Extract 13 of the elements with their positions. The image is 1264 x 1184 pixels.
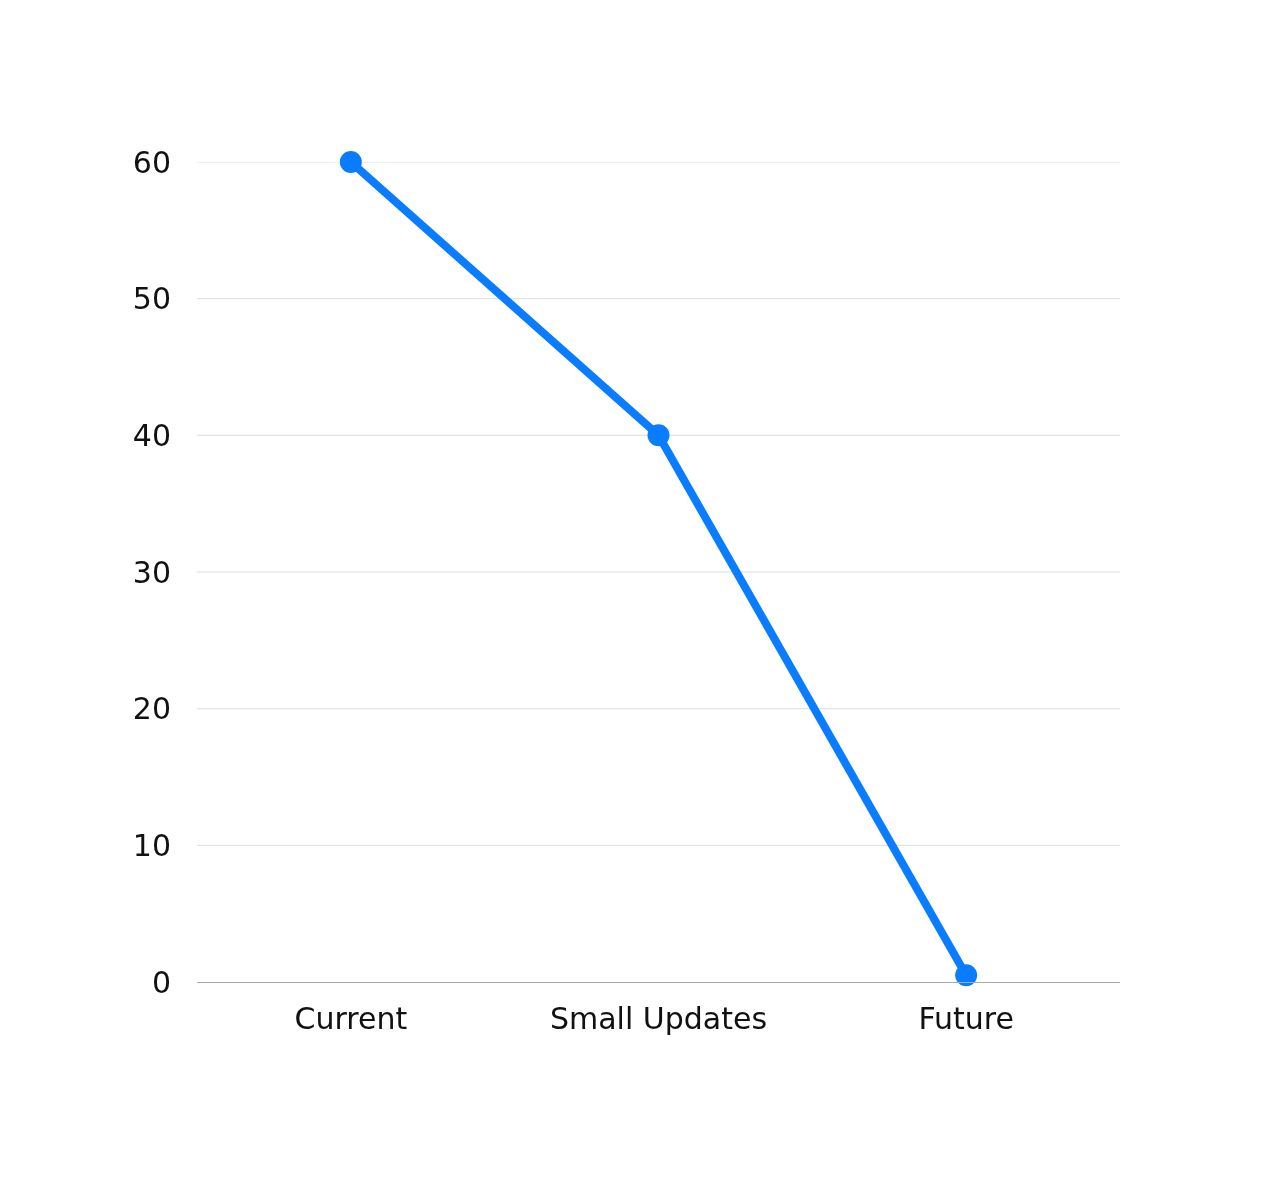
point	[339, 151, 362, 173]
y-tick-label: 30	[132, 554, 171, 590]
point	[955, 964, 978, 987]
y-tick-label: 60	[132, 144, 171, 180]
x-tick-label: Future	[918, 1001, 1014, 1036]
y-tick-label: 20	[132, 691, 171, 727]
y-tick-label: 0	[151, 964, 171, 1000]
y-tick-label: 50	[132, 281, 171, 317]
x-tick-label: Current	[294, 1001, 408, 1036]
y-tick-label: 40	[132, 417, 171, 453]
point	[647, 424, 670, 447]
y-tick-label: 10	[132, 827, 171, 863]
x-tick-label: Small Updates	[549, 1001, 768, 1036]
